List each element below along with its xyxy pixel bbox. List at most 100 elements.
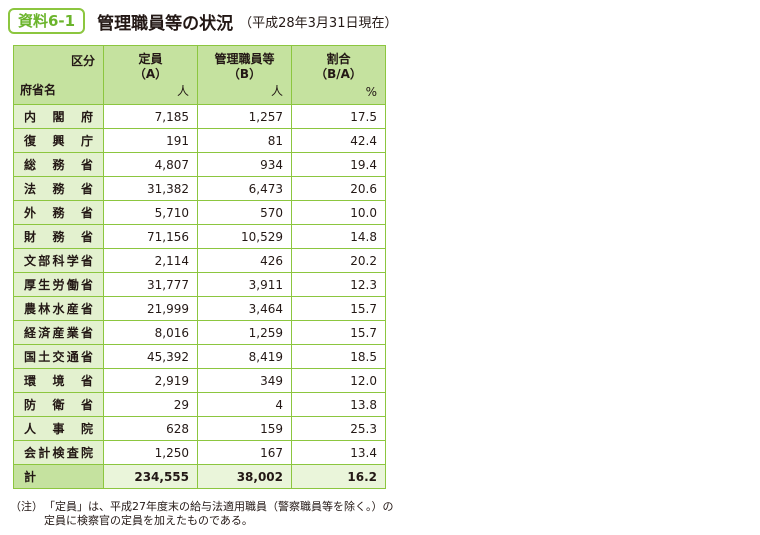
total-row: 計 234,555 38,002 16.2 bbox=[13, 464, 386, 489]
table-row: 文部科学省 2,114 426 20.2 bbox=[13, 248, 386, 273]
staff-table: 区分 府省名 定員 （A） 人 管理職員等 （B） 人 割合 （B/A） % 内閣府 7… bbox=[13, 45, 386, 489]
header-fusho: 府省名 bbox=[20, 83, 57, 97]
kanri-cell: 167 bbox=[197, 440, 292, 465]
document-badge: 資料6-1 bbox=[8, 8, 86, 34]
teiin-cell: 71,156 bbox=[103, 224, 198, 249]
ministry-name-cell: 法務省 bbox=[13, 176, 104, 201]
teiin-cell: 45,392 bbox=[103, 344, 198, 369]
teiin-cell: 628 bbox=[103, 416, 198, 441]
wariai-cell: 13.8 bbox=[291, 392, 386, 417]
kanri-cell: 4 bbox=[197, 392, 292, 417]
kanri-cell: 10,529 bbox=[197, 224, 292, 249]
wariai-cell: 25.3 bbox=[291, 416, 386, 441]
ministry-name-cell: 内閣府 bbox=[13, 104, 104, 129]
ministry-name-cell: 経済産業省 bbox=[13, 320, 104, 345]
header-teiin: 定員 （A） 人 bbox=[103, 45, 198, 105]
header-kanri-label: 管理職員等 （B） bbox=[214, 52, 275, 81]
wariai-cell: 18.5 bbox=[291, 344, 386, 369]
teiin-cell: 29 bbox=[103, 392, 198, 417]
table-row: 農林水産省 21,999 3,464 15.7 bbox=[13, 296, 386, 321]
kanri-cell: 1,257 bbox=[197, 104, 292, 129]
wariai-cell: 12.3 bbox=[291, 272, 386, 297]
ministry-name-cell: 復興庁 bbox=[13, 128, 104, 153]
teiin-cell: 1,250 bbox=[103, 440, 198, 465]
ministry-name-cell: 会計検査院 bbox=[13, 440, 104, 465]
ministry-name-cell: 国土交通省 bbox=[13, 344, 104, 369]
table-row: 厚生労働省 31,777 3,911 12.3 bbox=[13, 272, 386, 297]
table-row: 財務省 71,156 10,529 14.8 bbox=[13, 224, 386, 249]
wariai-cell: 15.7 bbox=[291, 296, 386, 321]
wariai-cell: 20.2 bbox=[291, 248, 386, 273]
document-subtitle: （平成28年3月31日現在） bbox=[239, 15, 398, 31]
kanri-cell: 81 bbox=[197, 128, 292, 153]
teiin-cell: 5,710 bbox=[103, 200, 198, 225]
header-kanri-unit: 人 bbox=[270, 84, 283, 98]
table-row: 環境省 2,919 349 12.0 bbox=[13, 368, 386, 393]
header-wariai-label: 割合 （B/A） bbox=[315, 52, 362, 81]
header-teiin-label: 定員 （A） bbox=[133, 52, 168, 81]
document-title: 管理職員等の状況 bbox=[97, 13, 234, 34]
table-row: 復興庁 191 81 42.4 bbox=[13, 128, 386, 153]
kanri-cell: 8,419 bbox=[197, 344, 292, 369]
kanri-cell: 6,473 bbox=[197, 176, 292, 201]
header-kanri: 管理職員等 （B） 人 bbox=[197, 45, 292, 105]
teiin-cell: 4,807 bbox=[103, 152, 198, 177]
teiin-cell: 8,016 bbox=[103, 320, 198, 345]
kanri-cell: 38,002 bbox=[197, 464, 292, 489]
ministry-name-cell: 外務省 bbox=[13, 200, 104, 225]
kanri-cell: 426 bbox=[197, 248, 292, 273]
table-row: 防衛省 29 4 13.8 bbox=[13, 392, 386, 417]
table-row: 外務省 5,710 570 10.0 bbox=[13, 200, 386, 225]
teiin-cell: 191 bbox=[103, 128, 198, 153]
table-header-row: 区分 府省名 定員 （A） 人 管理職員等 （B） 人 割合 （B/A） % bbox=[13, 45, 386, 105]
header-wariai: 割合 （B/A） % bbox=[291, 45, 386, 105]
footnote: （注） 「定員」は、平成27年度末の給与法適用職員（警察職員等を除く。）の定員に… bbox=[10, 500, 400, 528]
header-teiin-unit: 人 bbox=[176, 84, 189, 98]
wariai-cell: 12.0 bbox=[291, 368, 386, 393]
wariai-cell: 16.2 bbox=[291, 464, 386, 489]
ministry-name-cell: 総務省 bbox=[13, 152, 104, 177]
wariai-cell: 15.7 bbox=[291, 320, 386, 345]
kanri-cell: 570 bbox=[197, 200, 292, 225]
ministry-name-cell: 計 bbox=[13, 464, 104, 489]
wariai-cell: 19.4 bbox=[291, 152, 386, 177]
ministry-name-cell: 人事院 bbox=[13, 416, 104, 441]
kanri-cell: 1,259 bbox=[197, 320, 292, 345]
table-row: 法務省 31,382 6,473 20.6 bbox=[13, 176, 386, 201]
table-row: 会計検査院 1,250 167 13.4 bbox=[13, 440, 386, 465]
teiin-cell: 31,382 bbox=[103, 176, 198, 201]
document-header: 資料6-1 管理職員等の状況 （平成28年3月31日現在） bbox=[8, 8, 397, 34]
teiin-cell: 21,999 bbox=[103, 296, 198, 321]
wariai-cell: 20.6 bbox=[291, 176, 386, 201]
footnote-text: 「定員」は、平成27年度末の給与法適用職員（警察職員等を除く。）の定員に検察官の… bbox=[44, 500, 394, 527]
footnote-mark: （注） bbox=[10, 500, 43, 513]
wariai-cell: 14.8 bbox=[291, 224, 386, 249]
table-row: 総務省 4,807 934 19.4 bbox=[13, 152, 386, 177]
header-wariai-unit: % bbox=[365, 85, 377, 99]
kanri-cell: 3,464 bbox=[197, 296, 292, 321]
table-row: 経済産業省 8,016 1,259 15.7 bbox=[13, 320, 386, 345]
wariai-cell: 42.4 bbox=[291, 128, 386, 153]
kanri-cell: 159 bbox=[197, 416, 292, 441]
table-row: 内閣府 7,185 1,257 17.5 bbox=[13, 104, 386, 129]
wariai-cell: 17.5 bbox=[291, 104, 386, 129]
header-kubun-fusho: 区分 府省名 bbox=[13, 45, 104, 105]
table-row: 人事院 628 159 25.3 bbox=[13, 416, 386, 441]
kanri-cell: 934 bbox=[197, 152, 292, 177]
teiin-cell: 234,555 bbox=[103, 464, 198, 489]
header-kubun: 区分 bbox=[70, 54, 95, 68]
wariai-cell: 13.4 bbox=[291, 440, 386, 465]
teiin-cell: 2,114 bbox=[103, 248, 198, 273]
teiin-cell: 31,777 bbox=[103, 272, 198, 297]
teiin-cell: 2,919 bbox=[103, 368, 198, 393]
ministry-name-cell: 文部科学省 bbox=[13, 248, 104, 273]
ministry-name-cell: 農林水産省 bbox=[13, 296, 104, 321]
table-row: 国土交通省 45,392 8,419 18.5 bbox=[13, 344, 386, 369]
wariai-cell: 10.0 bbox=[291, 200, 386, 225]
ministry-name-cell: 財務省 bbox=[13, 224, 104, 249]
teiin-cell: 7,185 bbox=[103, 104, 198, 129]
ministry-name-cell: 環境省 bbox=[13, 368, 104, 393]
ministry-name-cell: 防衛省 bbox=[13, 392, 104, 417]
kanri-cell: 3,911 bbox=[197, 272, 292, 297]
kanri-cell: 349 bbox=[197, 368, 292, 393]
